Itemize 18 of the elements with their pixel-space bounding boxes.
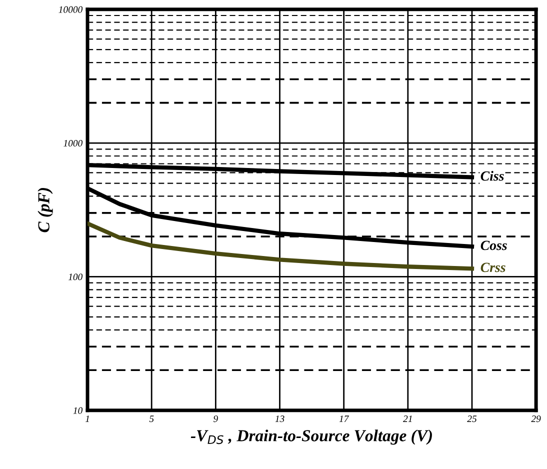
series-label: Ciss xyxy=(480,170,504,181)
y-tick-label: 10000 xyxy=(58,6,83,13)
x-tick-label: 13 xyxy=(275,416,284,422)
line-series xyxy=(88,221,474,271)
y-axis-title: C (pF) xyxy=(38,188,53,232)
x-axis-title: -V$_{DS}$ , Drain-to-Source Voltage (V) xyxy=(190,430,432,445)
x-tick-label: 5 xyxy=(149,416,154,422)
x-tick-label: 1 xyxy=(85,416,89,422)
y-tick-label: 1000 xyxy=(64,140,83,147)
x-tick-label: 9 xyxy=(214,416,218,422)
x-tick-label: 29 xyxy=(531,416,541,422)
series-label: Coss xyxy=(480,240,507,250)
y-tick-label: 100 xyxy=(68,274,83,280)
x-tick-label: 25 xyxy=(467,416,477,422)
series-label: Crss xyxy=(480,262,506,272)
x-tick-label: 21 xyxy=(403,416,412,422)
x-tick-label: 17 xyxy=(339,416,350,422)
y-tick-label: 10 xyxy=(73,407,83,414)
